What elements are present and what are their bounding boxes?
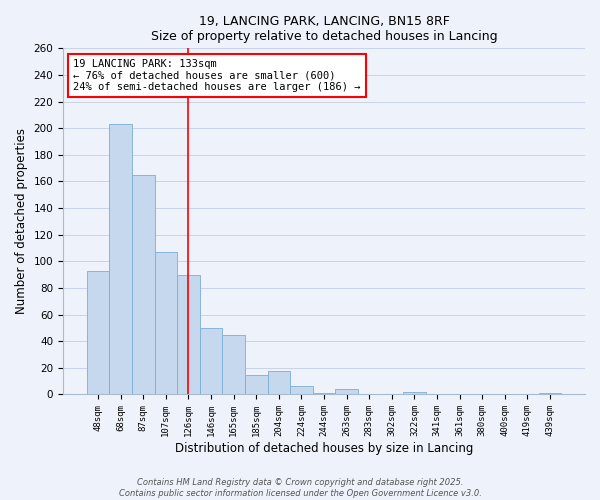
Bar [539,393,561,394]
Bar [403,392,425,394]
Bar [268,370,290,394]
Bar [200,328,223,394]
Bar [87,270,109,394]
Text: 19 LANCING PARK: 133sqm
← 76% of detached houses are smaller (600)
24% of semi-d: 19 LANCING PARK: 133sqm ← 76% of detache… [73,58,361,92]
Text: Contains HM Land Registry data © Crown copyright and database right 2025.
Contai: Contains HM Land Registry data © Crown c… [119,478,481,498]
Bar [335,389,358,394]
Bar [223,334,245,394]
Y-axis label: Number of detached properties: Number of detached properties [15,128,28,314]
Bar [132,175,155,394]
Bar [155,252,177,394]
X-axis label: Distribution of detached houses by size in Lancing: Distribution of detached houses by size … [175,442,473,455]
Bar [290,386,313,394]
Bar [177,274,200,394]
Bar [109,124,132,394]
Bar [245,374,268,394]
Title: 19, LANCING PARK, LANCING, BN15 8RF
Size of property relative to detached houses: 19, LANCING PARK, LANCING, BN15 8RF Size… [151,15,497,43]
Bar [313,393,335,394]
